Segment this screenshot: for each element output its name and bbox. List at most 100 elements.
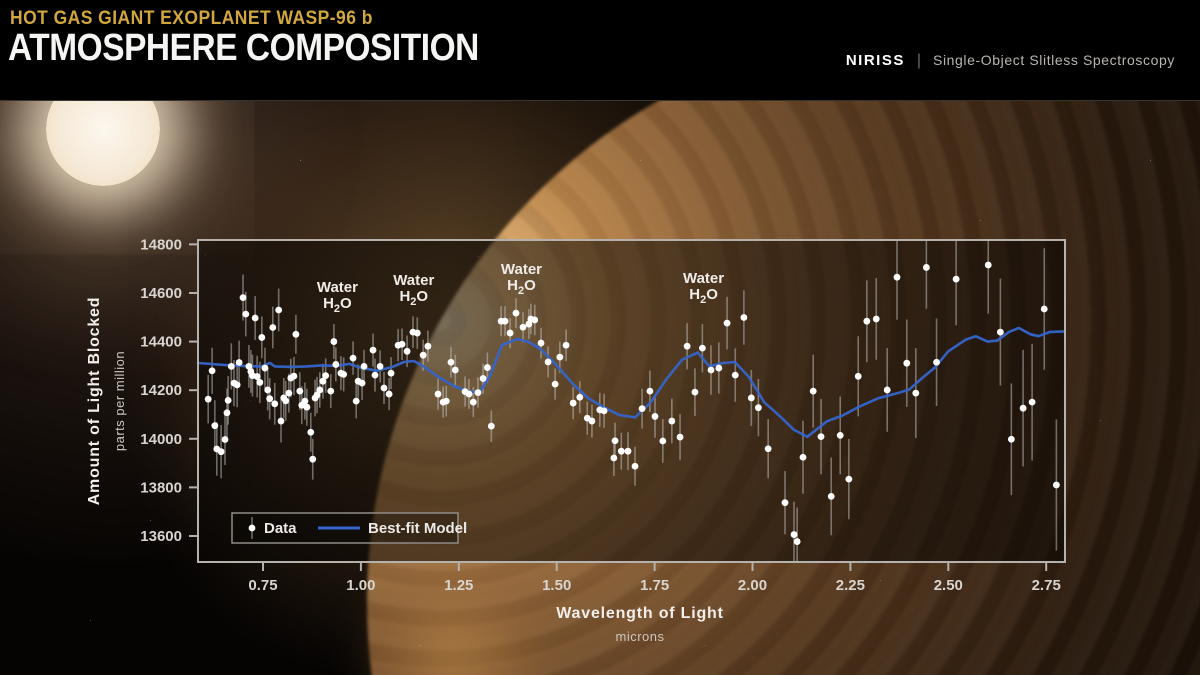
data-point — [556, 353, 564, 361]
x-tick-label: 2.75 — [1032, 577, 1061, 594]
data-point — [933, 358, 940, 366]
data-point — [506, 329, 514, 337]
plot-border — [197, 239, 1066, 563]
data-point — [922, 264, 930, 271]
data-point — [501, 317, 509, 325]
plot-background — [198, 240, 1065, 562]
x-tick-label: 2.00 — [738, 577, 767, 594]
data-point — [282, 397, 290, 405]
legend-data-marker — [248, 524, 256, 532]
data-point — [781, 499, 789, 507]
data-point — [893, 273, 901, 281]
data-point — [239, 294, 247, 301]
data-point — [235, 359, 243, 366]
data-point — [469, 398, 477, 406]
data-points — [204, 261, 1060, 545]
y-tick-label: 14400 — [140, 334, 182, 351]
x-axis-subtitle: microns — [615, 629, 664, 644]
kicker-title: HOT GAS GIANT EXOPLANET WASP-96 b — [10, 8, 373, 29]
instrument-name: NIRISS — [845, 52, 905, 69]
legend-data-label: Data — [264, 520, 297, 537]
data-point — [277, 417, 285, 425]
data-point — [251, 314, 259, 322]
data-point — [984, 261, 992, 269]
data-point — [271, 400, 279, 408]
data-point — [296, 387, 304, 395]
y-tick-label: 13800 — [140, 479, 182, 496]
data-point — [487, 422, 495, 430]
y-axis-title: Amount of Light Blocked — [86, 297, 103, 506]
data-point — [691, 388, 699, 396]
data-point — [340, 370, 348, 378]
data-point — [285, 389, 293, 397]
data-point — [790, 531, 798, 538]
data-point — [1019, 404, 1027, 412]
x-tick-label: 2.50 — [934, 577, 963, 594]
annotation-line1: Water — [317, 279, 358, 296]
data-point — [371, 371, 379, 379]
annotation-line1: Water — [393, 272, 434, 289]
data-point — [474, 389, 482, 397]
data-point — [309, 455, 317, 463]
data-point — [313, 391, 321, 399]
x-tick-label: 2.25 — [836, 577, 865, 594]
data-point — [793, 538, 801, 545]
data-point — [330, 338, 338, 345]
data-point — [224, 396, 232, 404]
data-point — [1040, 305, 1048, 313]
y-tick-label: 14200 — [140, 382, 182, 399]
data-point — [809, 387, 817, 395]
data-point — [290, 372, 298, 380]
data-point — [715, 364, 723, 372]
data-point — [223, 409, 231, 417]
data-point — [519, 323, 527, 331]
annotation-line1: Water — [683, 270, 724, 287]
y-axis-subtitle: parts per million — [112, 351, 127, 451]
data-point — [646, 387, 654, 395]
data-point — [952, 275, 960, 283]
data-point — [668, 417, 676, 425]
data-point — [269, 324, 277, 331]
data-point — [256, 379, 264, 386]
data-point — [434, 390, 442, 398]
data-point — [398, 340, 406, 348]
data-point — [845, 475, 853, 483]
data-point — [537, 339, 545, 347]
data-point — [217, 448, 225, 456]
data-point — [352, 397, 360, 405]
data-point — [683, 342, 691, 350]
data-point — [266, 395, 274, 403]
data-point — [611, 437, 619, 445]
data-point — [799, 453, 807, 461]
data-point — [863, 317, 871, 325]
data-point — [227, 362, 235, 370]
x-axis-title: Wavelength of Light — [556, 605, 723, 622]
data-point — [617, 447, 625, 455]
data-point — [531, 316, 539, 324]
data-point — [740, 314, 748, 321]
data-point — [1028, 398, 1036, 406]
data-point — [651, 413, 659, 420]
data-point — [698, 344, 706, 352]
data-point — [208, 367, 216, 375]
data-point — [322, 372, 330, 380]
data-point — [303, 403, 311, 411]
y-tick-label: 14000 — [140, 431, 182, 448]
data-point — [261, 364, 269, 372]
data-point — [659, 437, 667, 445]
x-tick-label: 1.50 — [542, 577, 571, 594]
data-point — [827, 492, 835, 500]
data-point — [676, 433, 684, 441]
x-tick-label: 1.75 — [640, 577, 669, 594]
data-point — [747, 394, 755, 402]
data-point — [817, 433, 825, 441]
data-point — [631, 462, 639, 470]
data-point — [912, 389, 920, 397]
data-point — [836, 431, 844, 439]
data-point — [576, 393, 584, 401]
